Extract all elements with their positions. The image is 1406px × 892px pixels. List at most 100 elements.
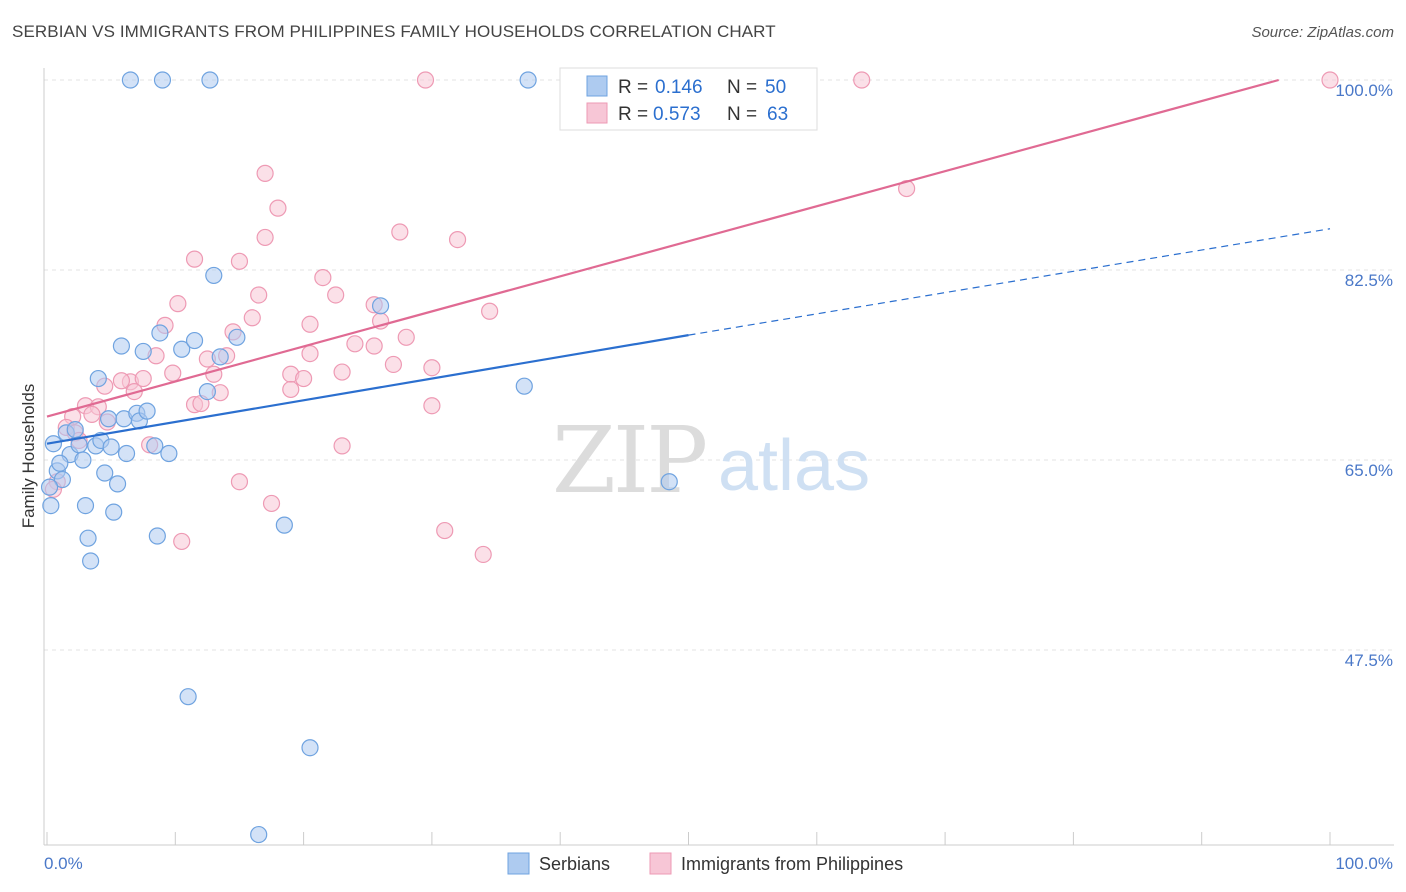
serbians-point-25 [117, 444, 136, 463]
philippines-point-11 [314, 269, 332, 287]
philippines-point-34 [295, 369, 313, 388]
series-legend-label-philippines: Immigrants from Philippines [681, 854, 903, 874]
philippines-point-6 [391, 223, 409, 241]
philippines-point-10 [230, 252, 249, 270]
philippines-trend-line [46, 78, 1279, 418]
watermark: ZIP atlas [552, 407, 870, 514]
philippines-point-19 [301, 315, 319, 333]
serbians-point-21 [105, 503, 123, 521]
philippines-point-4 [256, 164, 274, 182]
stats-legend-r-value-serbians: 0.146 [655, 77, 703, 98]
y-tick-labels: 100.0% 82.5% 65.0% 47.5% [1335, 81, 1393, 670]
series-serbians-points [40, 71, 678, 844]
philippines-point-42 [282, 380, 300, 399]
series-legend: Serbians Immigrants from Philippines [507, 852, 903, 875]
stats-legend-n-value-serbians: 50 [765, 77, 786, 98]
serbians-point-32 [151, 324, 169, 342]
serbians-point-31 [148, 527, 166, 545]
philippines-point-60 [474, 545, 492, 564]
stats-legend-swatch-serbians [586, 75, 608, 97]
philippines-point-30 [134, 369, 152, 388]
y-tick-label-3: 47.5% [1345, 651, 1393, 670]
y-axis-title: Family Households [19, 384, 38, 529]
philippines-point-23 [365, 337, 383, 355]
serbians-point-11 [74, 451, 92, 469]
y-tick-label-2: 65.0% [1345, 461, 1393, 480]
philippines-point-36 [384, 355, 403, 374]
serbians-point-13 [79, 529, 97, 547]
serbians-trend-extension [688, 228, 1331, 336]
philippines-point-58 [436, 521, 454, 540]
philippines-point-37 [423, 359, 441, 377]
serbians-point-33 [160, 444, 178, 463]
y-tick-label-1: 82.5% [1345, 271, 1393, 290]
philippines-point-57 [262, 494, 281, 513]
y-tick-label-0: 100.0% [1335, 81, 1393, 100]
philippines-point-31 [164, 364, 182, 382]
stats-legend: R = 0.146 N = 50 R = 0.573 N = 63 [559, 67, 818, 131]
philippines-point-55 [333, 437, 351, 455]
philippines-point-47 [423, 397, 441, 415]
trend-layer [46, 78, 1331, 445]
philippines-point-49 [83, 405, 101, 423]
serbians-point-34 [173, 340, 191, 358]
series-legend-swatch-philippines [649, 852, 672, 875]
serbians-trend-line [46, 334, 689, 445]
x-tick-label-left: 0.0% [44, 854, 83, 873]
philippines-point-39 [112, 372, 131, 390]
serbians-point-47 [301, 739, 319, 757]
serbians-point-48 [250, 825, 268, 844]
philippines-point-13 [327, 286, 345, 304]
axis-layer [43, 68, 1394, 846]
philippines-point-0 [416, 71, 435, 89]
serbians-point-19 [99, 410, 118, 428]
stats-legend-n-label-serbians: N = [727, 77, 757, 98]
serbians-point-41 [371, 297, 390, 315]
serbians-point-30 [146, 437, 164, 455]
philippines-point-56 [230, 473, 249, 491]
serbians-point-12 [76, 497, 95, 515]
serbians-point-36 [198, 383, 216, 401]
serbians-point-37 [205, 266, 223, 285]
serbians-point-43 [660, 473, 678, 491]
philippines-point-16 [481, 302, 499, 320]
serbians-point-6 [53, 470, 71, 489]
stats-legend-swatch-philippines [586, 102, 608, 124]
serbians-point-46 [179, 688, 197, 706]
chart-source: Source: ZipAtlas.com [1251, 24, 1394, 41]
serbians-point-22 [108, 475, 127, 493]
stats-legend-n-value-philippines: 63 [767, 104, 788, 125]
serbians-point-28 [134, 342, 152, 361]
serbians-point-42 [515, 377, 533, 395]
serbians-point-29 [138, 402, 156, 420]
philippines-point-8 [256, 228, 274, 247]
serbians-point-44 [42, 497, 60, 515]
serbians-point-16 [89, 369, 107, 388]
philippines-point-28 [301, 345, 319, 363]
philippines-point-7 [448, 231, 467, 249]
serbians-point-0 [121, 71, 139, 89]
philippines-point-24 [346, 335, 364, 353]
philippines-point-5 [269, 199, 287, 217]
serbians-point-35 [185, 331, 204, 350]
serbians-point-39 [228, 328, 246, 346]
series-legend-swatch-serbians [507, 852, 530, 875]
watermark-atlas: atlas [718, 426, 870, 506]
stats-legend-n-label-philippines: N = [727, 104, 757, 125]
serbians-point-1 [153, 71, 172, 89]
watermark-zip: ZIP [552, 407, 705, 514]
serbians-point-45 [40, 478, 59, 496]
philippines-point-2 [1321, 71, 1339, 89]
serbians-point-40 [275, 516, 293, 534]
serbians-point-23 [112, 337, 131, 355]
philippines-point-9 [185, 250, 204, 268]
serbians-point-38 [211, 348, 229, 366]
serbians-point-2 [201, 71, 219, 89]
serbians-point-3 [519, 71, 537, 89]
series-legend-label-serbians: Serbians [539, 854, 610, 874]
philippines-point-35 [333, 363, 351, 381]
serbians-point-49 [51, 454, 69, 472]
serbians-point-18 [96, 464, 114, 482]
